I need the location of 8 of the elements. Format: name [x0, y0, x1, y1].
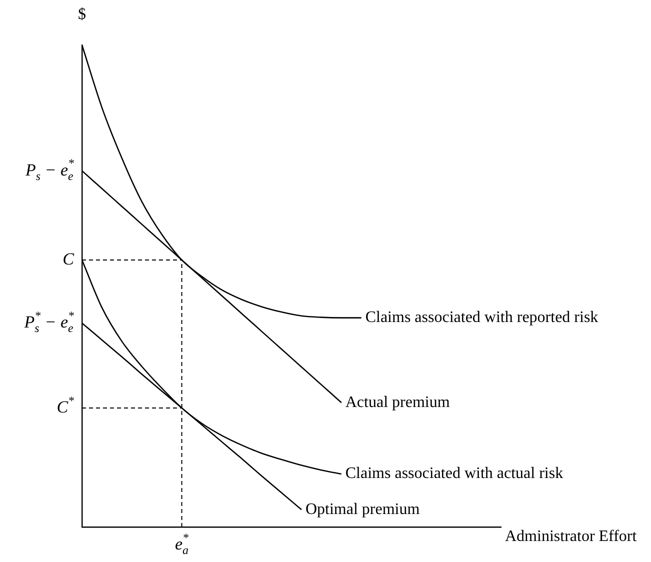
y-axis-title: $ — [78, 6, 86, 24]
series-label: Optimal premium — [305, 500, 420, 518]
text: C* — [56, 393, 74, 416]
text: C — [62, 249, 75, 268]
series-label: Claims associated with reported risk — [365, 309, 598, 326]
series-label: Claims associated with actual risk — [345, 465, 564, 482]
series-label: Actual premium — [345, 394, 450, 411]
x-axis-title: Administrator Effort — [505, 528, 638, 546]
